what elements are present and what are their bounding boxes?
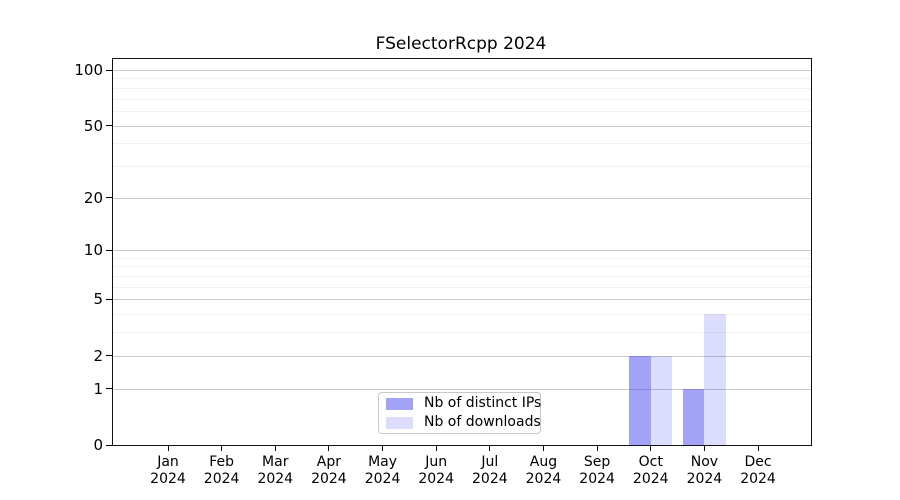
gridline-minor [113,143,811,145]
y-axis-tick [106,197,113,199]
y-axis-tick-label: 5 [93,290,103,309]
y-axis-tick [106,69,113,71]
gridline-minor [113,266,811,268]
x-axis-tick [382,445,384,451]
gridline-major [113,250,811,252]
x-axis-tick-label: Sep 2024 [579,454,615,487]
x-axis-tick [596,445,598,451]
bar-distinct-ips [682,388,705,445]
x-axis-tick-label: Jul 2024 [472,454,508,487]
x-axis-tick-label: Apr 2024 [311,454,347,487]
gridline-minor [113,165,811,167]
gridline-major [113,388,811,390]
gridline-major [113,70,811,71]
y-axis-tick [106,125,113,127]
gridline-minor [113,78,811,80]
x-axis-tick [435,445,437,451]
gridline-minor [113,276,811,278]
legend-item-distinct-ips: Nb of distinct IPs [386,395,541,412]
gridline-minor [113,332,811,334]
gridline-minor [113,98,811,100]
y-axis-tick-label: 10 [83,241,103,260]
y-axis-tick [106,355,113,357]
y-axis-tick-label: 1 [93,379,103,398]
gridline-minor [113,314,811,316]
x-axis-tick [650,445,652,451]
y-axis-tick-label: 0 [93,436,103,454]
y-axis-tick [106,249,113,251]
x-axis-tick-label: Dec 2024 [740,454,776,487]
legend-label-distinct-ips: Nb of distinct IPs [424,395,542,411]
gridline-minor [113,87,811,89]
gridline-major [113,197,811,199]
bar-distinct-ips [629,355,651,445]
y-axis-tick-label: 100 [74,61,103,79]
x-axis-tick-label: Nov 2024 [686,454,723,487]
y-axis-tick [106,298,113,300]
legend: Nb of distinct IPs Nb of downloads [378,392,541,434]
y-axis-tick-label: 20 [83,188,103,207]
y-axis-tick-label: 2 [93,346,103,365]
y-axis-tick [106,388,113,390]
x-axis-tick [221,445,223,451]
gridline-minor [113,257,811,259]
x-axis-tick [703,445,705,451]
x-axis-tick [757,445,759,451]
bar-downloads [704,314,726,445]
legend-swatch-downloads-icon [386,416,413,429]
x-axis-tick-label: Jun 2024 [418,454,454,487]
x-axis-tick-label: Feb 2024 [203,454,240,487]
legend-label-downloads: Nb of downloads [424,414,541,430]
y-axis-tick-label: 50 [83,116,103,135]
gridline-minor [113,110,811,112]
legend-item-downloads: Nb of downloads [386,414,541,431]
x-axis-tick [328,445,330,451]
x-axis-tick-label: Oct 2024 [632,454,669,487]
gridline-minor [113,286,811,288]
x-axis-tick-label: Aug 2024 [525,454,562,487]
plot-area: 0 1 2 5 10 20 50 100 Jan 2024 Feb 2024 Mar 2024 Apr 202… [74,58,812,487]
gridline-major [113,355,811,357]
gridline-major [113,125,811,127]
x-axis-tick-label: May 2024 [364,454,401,487]
y-axis-tick [106,444,113,446]
x-axis-tick [542,445,544,451]
x-axis-tick [167,445,169,451]
bar-downloads [650,355,673,445]
x-axis-tick [489,445,491,451]
x-axis-tick [274,445,276,451]
gridline-major [113,299,811,301]
chart-title: FSelectorRcpp 2024 [375,34,547,54]
x-axis-tick-label: Mar 2024 [257,454,294,487]
legend-swatch-distinct-ips-icon [386,397,413,410]
x-axis-tick-label: Jan 2024 [150,454,186,487]
